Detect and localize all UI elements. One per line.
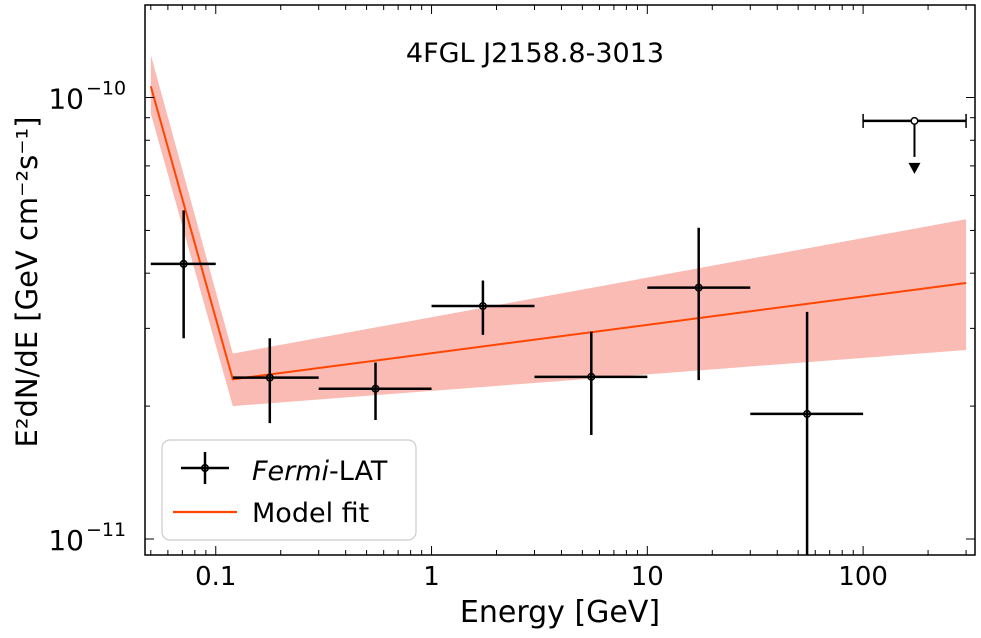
model-band-layer (150, 54, 967, 407)
data-point-6 (647, 227, 751, 381)
data-marker (803, 409, 812, 418)
data-marker (179, 259, 188, 268)
upper-limit-1 (862, 113, 967, 174)
ul-marker (910, 116, 919, 125)
data-marker (265, 373, 274, 382)
legend: Fermi-LAT Model fit (161, 439, 417, 541)
model-uncertainty-band (150, 54, 967, 407)
legend-box (161, 439, 417, 541)
plot-frame (144, 4, 976, 556)
legend-marker-fermi (181, 452, 229, 484)
data-point-1 (150, 210, 216, 339)
data-marker (371, 384, 380, 393)
legend-label-fermi-italic: Fermi (252, 456, 330, 487)
axis-ticks-layer (145, 5, 975, 555)
data-marker (478, 302, 487, 311)
chart-title: 4FGL J2158.8-3013 (406, 38, 664, 69)
y-tick-label-exponent: −11 (86, 519, 126, 541)
data-points-layer (150, 113, 967, 555)
data-point-3 (318, 362, 432, 421)
data-marker (694, 283, 703, 292)
ul-arrow-head (908, 162, 921, 174)
x-tick-label: 0.1 (195, 562, 236, 592)
x-tick-label: 10 (631, 562, 664, 592)
model-line-layer (149, 86, 967, 381)
legend-label-fermi: Fermi-LAT (252, 456, 388, 487)
data-point-5 (534, 331, 648, 436)
y-tick-label: 10 (48, 524, 84, 557)
y-axis-label: E²dN/dE [GeV cm⁻²s⁻¹] (10, 117, 44, 448)
legend-label-fermi-rest: -LAT (329, 456, 388, 487)
data-marker (587, 372, 596, 381)
x-tick-label: 100 (838, 562, 888, 592)
data-point-7 (750, 311, 864, 555)
x-tick-label: 1 (423, 562, 440, 592)
x-axis-label: Energy [GeV] (460, 595, 660, 630)
data-point-4 (431, 280, 535, 335)
y-tick-label: 10 (48, 83, 84, 116)
data-point-2 (232, 338, 319, 424)
model-fit-line (149, 86, 967, 381)
y-tick-label-exponent: −10 (86, 78, 126, 100)
legend-label-model: Model fit (252, 498, 369, 529)
